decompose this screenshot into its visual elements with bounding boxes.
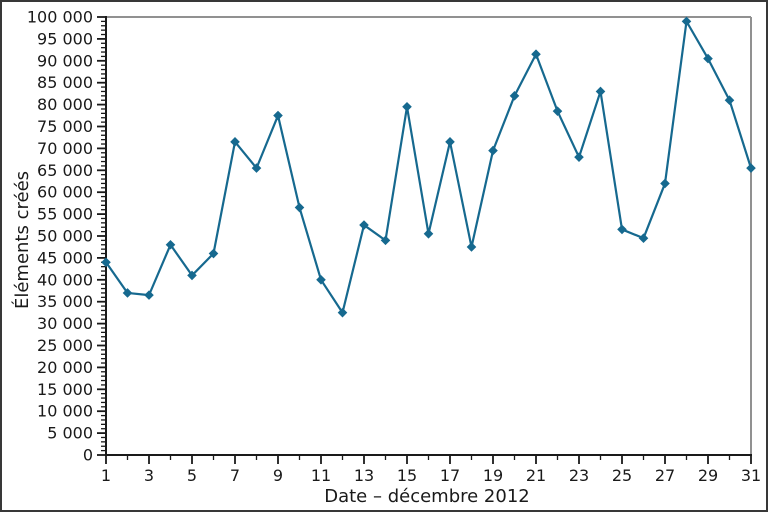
data-line — [104, 20, 753, 314]
x-tick-label: 25 — [612, 466, 632, 485]
data-point-marker — [208, 248, 219, 259]
y-tick-label: 35 000 — [37, 292, 93, 311]
data-point-marker — [531, 49, 541, 60]
x-tick-label: 17 — [440, 466, 460, 485]
data-point-marker — [660, 178, 670, 189]
data-point-marker — [488, 145, 498, 156]
x-tick-label: 31 — [741, 466, 761, 485]
x-tick-label: 9 — [273, 466, 283, 485]
y-tick-label: 65 000 — [37, 161, 93, 180]
data-point-marker — [552, 106, 563, 116]
data-point-marker — [251, 163, 262, 173]
y-tick-label: 10 000 — [37, 402, 93, 421]
y-tick-label: 50 000 — [37, 227, 93, 246]
y-tick-label: 95 000 — [37, 29, 93, 48]
x-tick-label: 15 — [397, 466, 417, 485]
data-point-marker — [703, 53, 713, 64]
y-tick-label: 70 000 — [37, 139, 93, 158]
x-tick-label: 27 — [655, 466, 675, 485]
data-point-marker — [165, 239, 176, 250]
data-point-marker — [466, 242, 477, 252]
y-tick-label: 90 000 — [37, 51, 93, 70]
data-point-marker — [144, 290, 154, 300]
x-tick-label: 1 — [101, 466, 111, 485]
data-point-marker — [681, 16, 692, 27]
data-point-marker — [101, 257, 111, 268]
data-point-marker — [638, 233, 649, 243]
x-tick-label: 3 — [144, 466, 154, 485]
data-point-marker — [617, 224, 627, 235]
y-tick-label: 85 000 — [37, 73, 93, 92]
x-tick-label: 13 — [354, 466, 374, 485]
data-point-marker — [316, 275, 326, 285]
data-point-marker — [187, 270, 197, 281]
y-tick-label: 55 000 — [37, 205, 93, 224]
y-tick-label: 30 000 — [37, 314, 93, 333]
x-tick-label: 29 — [698, 466, 718, 485]
data-point-marker — [122, 288, 133, 298]
y-tick-label: 0 — [83, 446, 93, 465]
y-tick-label: 25 000 — [37, 336, 93, 355]
data-point-marker — [402, 101, 412, 112]
y-axis-title: Éléments créés — [12, 170, 33, 310]
data-point-marker — [380, 235, 391, 246]
data-point-marker — [574, 152, 584, 162]
data-point-marker — [595, 86, 606, 97]
y-tick-label: 45 000 — [37, 248, 93, 267]
y-tick-label: 40 000 — [37, 270, 93, 289]
x-tick-label: 21 — [526, 466, 546, 485]
y-tick-label: 60 000 — [37, 183, 93, 202]
x-axis-title: Date – décembre 2012 — [324, 486, 530, 507]
y-tick-label: 100 000 — [27, 8, 93, 27]
data-point-marker — [359, 220, 369, 230]
y-tick-label: 15 000 — [37, 380, 93, 399]
x-tick-label: 5 — [187, 466, 197, 485]
y-tick-label: 75 000 — [37, 117, 93, 136]
data-point-marker — [294, 202, 305, 213]
data-point-marker — [509, 91, 520, 101]
x-tick-label: 23 — [569, 466, 589, 485]
x-tick-label: 7 — [230, 466, 240, 485]
data-point-marker — [230, 137, 240, 147]
data-point-marker — [423, 229, 434, 239]
data-point-marker — [273, 110, 283, 121]
x-tick-label: 19 — [483, 466, 503, 485]
data-point-marker — [337, 307, 348, 318]
y-tick-label: 20 000 — [37, 358, 93, 377]
data-point-marker — [724, 95, 735, 106]
x-tick-label: 11 — [311, 466, 331, 485]
y-tick-label: 5 000 — [47, 424, 93, 443]
data-point-marker — [746, 163, 756, 173]
y-tick-label: 80 000 — [37, 95, 93, 114]
data-point-marker — [445, 137, 455, 147]
